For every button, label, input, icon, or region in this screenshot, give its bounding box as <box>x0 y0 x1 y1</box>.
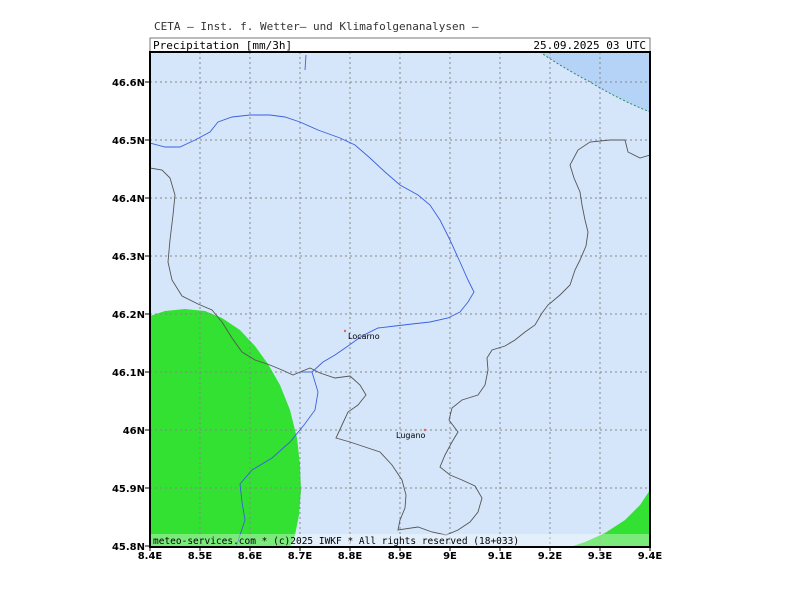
lon-label: 8.5E <box>188 551 213 562</box>
lon-label: 9.1E <box>488 551 513 562</box>
map-area: Locarno Lugano meteo-services.com * (c)2… <box>150 52 650 547</box>
lugano-marker <box>423 428 427 432</box>
heavy-precip-area-west <box>150 309 301 547</box>
lon-label: 9.2E <box>538 551 563 562</box>
lat-label: 46.6N <box>112 78 145 89</box>
lat-label: 46.4N <box>112 194 145 205</box>
lat-label: 45.8N <box>112 542 145 553</box>
footer-band <box>150 534 650 547</box>
city-label-lugano: Lugano <box>396 431 425 440</box>
lat-label: 46.1N <box>112 368 145 379</box>
lat-label: 46.3N <box>112 252 145 263</box>
field-label: Precipitation_[mm/3h] <box>153 39 292 52</box>
lat-label: 45.9N <box>112 484 145 495</box>
lon-label: 9.4E <box>638 551 663 562</box>
rivers-lakes <box>150 54 475 547</box>
lon-labels: 8.4E 8.5E 8.6E 8.7E 8.8E 8.9E 9E 9.1E 9.… <box>138 551 663 562</box>
valid-time: 25.09.2025 03 UTC <box>533 39 646 52</box>
lat-label: 46N <box>123 426 145 437</box>
country-borders <box>150 139 650 536</box>
lat-label: 46.2N <box>112 310 145 321</box>
lon-label: 8.9E <box>388 551 413 562</box>
lat-ticks <box>145 81 150 547</box>
lon-label: 9.3E <box>588 551 613 562</box>
lon-label: 8.4E <box>138 551 163 562</box>
lat-labels: 46.6N 46.5N 46.4N 46.3N 46.2N 46.1N 46N … <box>112 78 145 553</box>
contour-line <box>539 52 650 113</box>
copyright-footer: meteo-services.com * (c)2025 IWKF * All … <box>153 536 519 547</box>
grid <box>150 52 650 547</box>
locarno-marker <box>343 329 347 333</box>
lon-label: 8.7E <box>288 551 313 562</box>
lon-ticks <box>149 547 651 551</box>
source-title: CETA — Inst. f. Wetter— und Klimafolgena… <box>154 20 479 33</box>
lon-label: 8.6E <box>238 551 263 562</box>
lon-label: 9E <box>443 551 457 562</box>
heavy-precip-area-southeast <box>570 490 650 547</box>
lat-label: 46.5N <box>112 136 145 147</box>
city-label-locarno: Locarno <box>348 332 380 341</box>
lon-label: 8.8E <box>338 551 363 562</box>
